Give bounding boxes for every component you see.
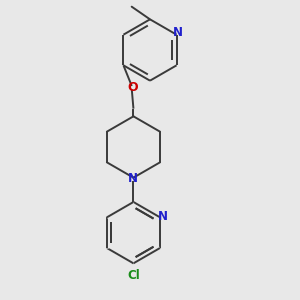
Text: N: N <box>128 172 137 185</box>
Text: O: O <box>128 81 138 94</box>
Text: N: N <box>158 210 168 223</box>
Text: N: N <box>173 26 183 39</box>
Text: Cl: Cl <box>127 269 140 282</box>
